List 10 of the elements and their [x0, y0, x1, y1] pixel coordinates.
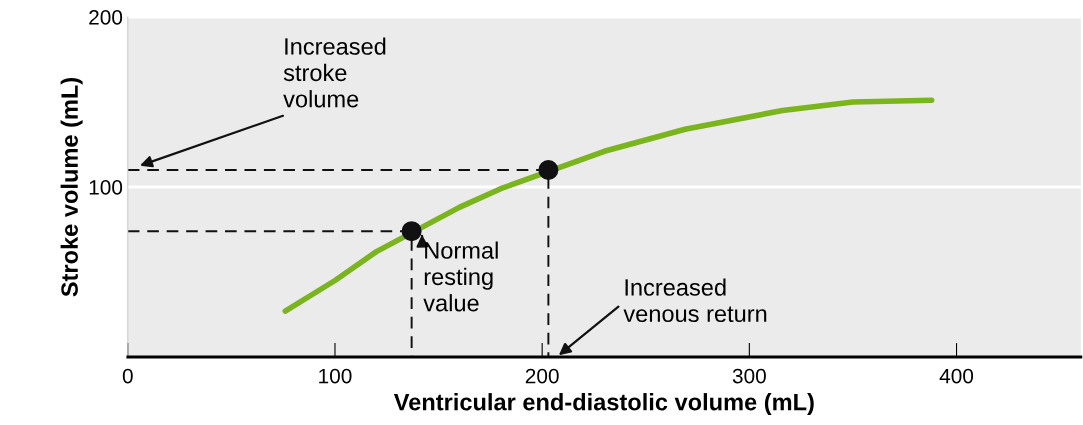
annotation: Normal resting value: [423, 241, 498, 312]
x-tick-label: 0: [122, 368, 133, 384]
x-tick-label: 200: [525, 368, 559, 384]
annotation: Increased stroke volume: [283, 37, 386, 108]
x-tick-label: 400: [939, 368, 974, 384]
annotation: Increased venous return: [623, 278, 767, 323]
y-axis-title: Stroke volume (mL): [60, 77, 83, 297]
x-tick-label: 300: [732, 368, 766, 384]
x-axis-title: Ventricular end-diastolic volume (mL): [393, 393, 814, 416]
x-tick-label: 100: [319, 368, 352, 384]
